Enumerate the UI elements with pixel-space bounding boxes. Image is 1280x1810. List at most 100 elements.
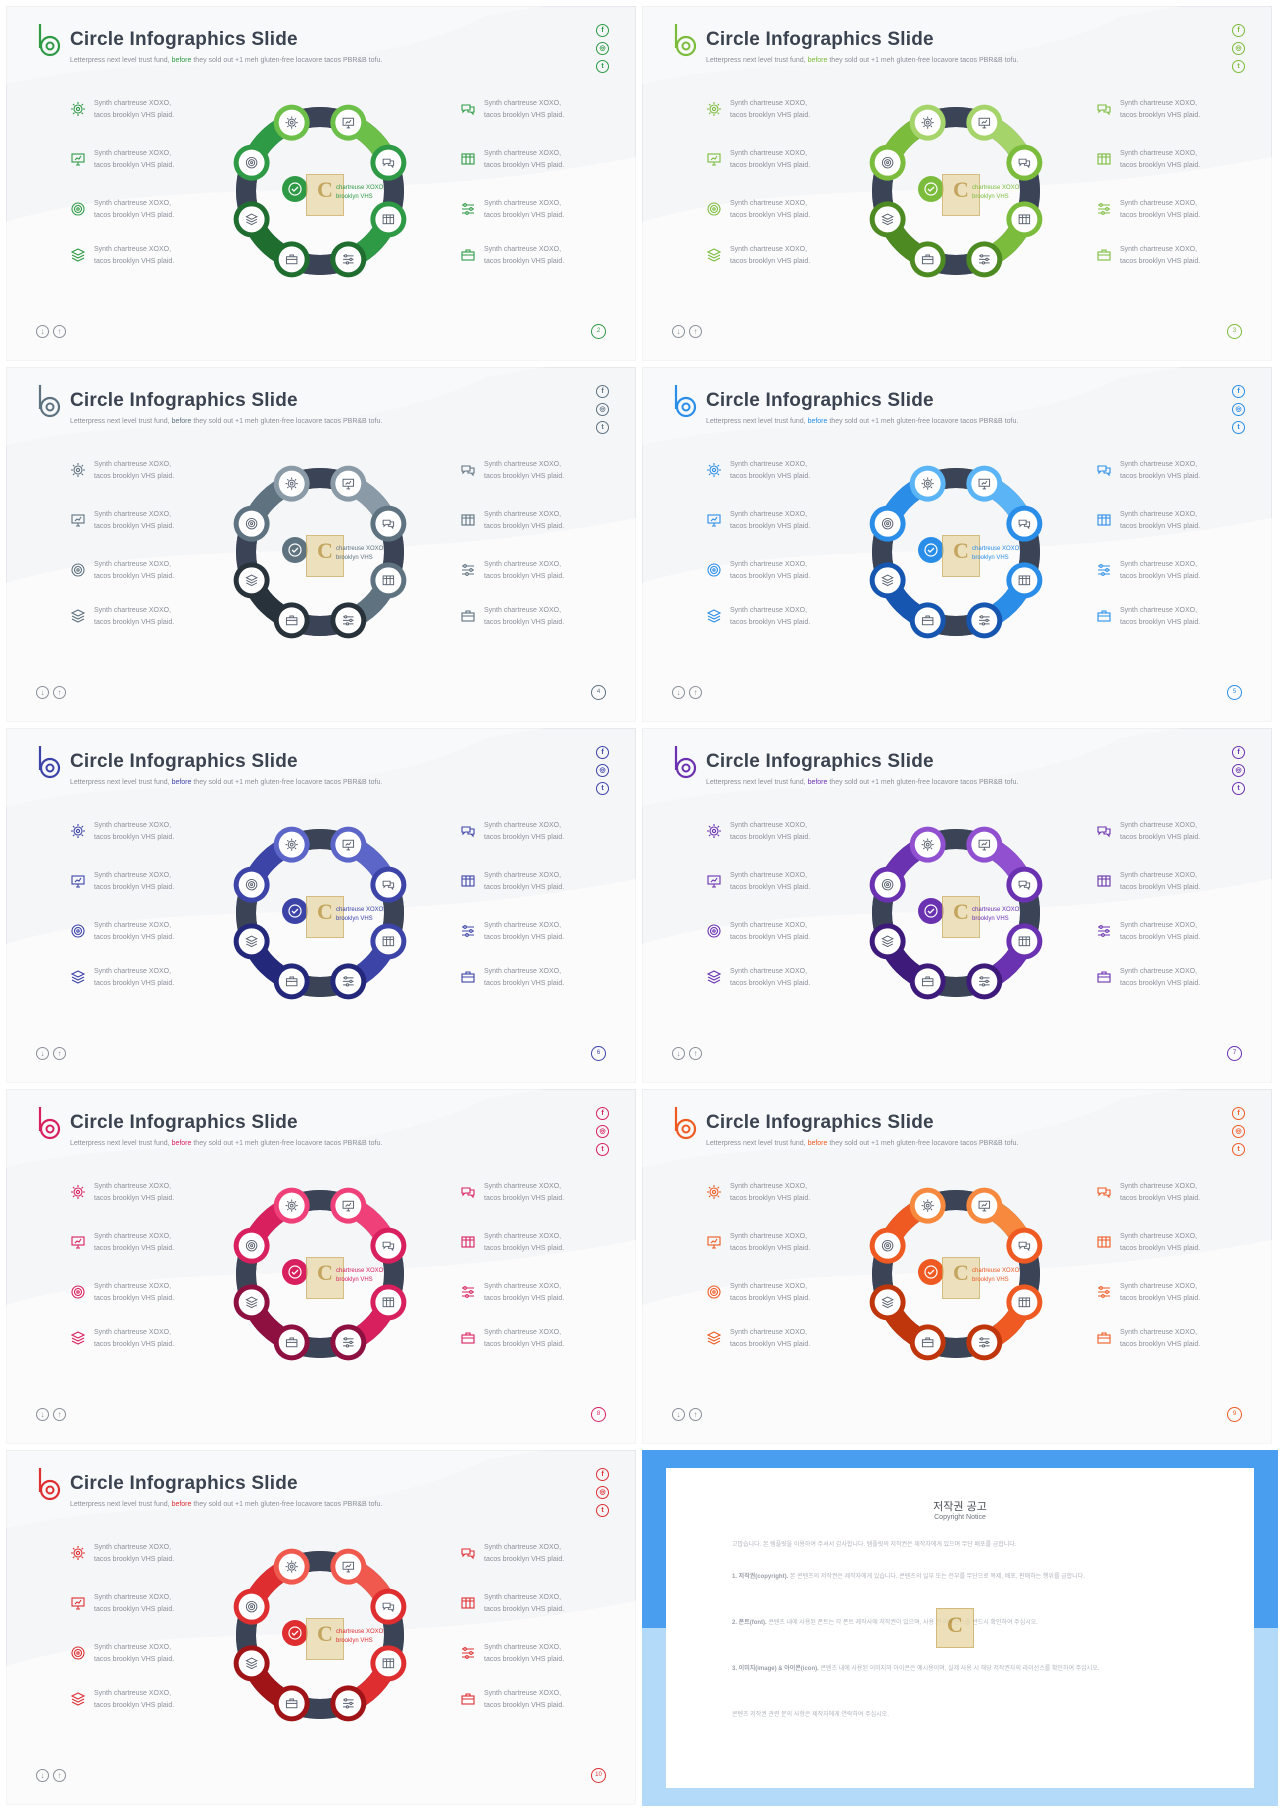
social-links: f ◎ t bbox=[596, 385, 610, 439]
facebook-icon[interactable]: f bbox=[1232, 1107, 1245, 1120]
arrow-up-icon[interactable]: ↑ bbox=[53, 1047, 66, 1060]
twitter-icon[interactable]: t bbox=[596, 60, 609, 73]
arrow-up-icon[interactable]: ↑ bbox=[53, 686, 66, 699]
twitter-icon[interactable]: t bbox=[596, 421, 609, 434]
slide-thumbnail[interactable]: Circle Infographics Slide Letterpress ne… bbox=[6, 1089, 636, 1444]
facebook-icon[interactable]: f bbox=[1232, 24, 1245, 37]
table-icon bbox=[460, 1595, 476, 1611]
watermark-logo: C bbox=[942, 896, 980, 938]
feature-text: Synth chartreuse XOXO, tacos brooklyn VH… bbox=[94, 200, 175, 219]
slide-title: Circle Infographics Slide bbox=[706, 751, 934, 772]
instagram-icon[interactable]: ◎ bbox=[1232, 42, 1245, 55]
instagram-icon[interactable]: ◎ bbox=[596, 42, 609, 55]
feature-text: Synth chartreuse XOXO, tacos brooklyn VH… bbox=[94, 1183, 175, 1202]
facebook-icon[interactable]: f bbox=[1232, 746, 1245, 759]
arrow-up-icon[interactable]: ↑ bbox=[689, 1047, 702, 1060]
arrow-down-icon[interactable]: ↓ bbox=[672, 1408, 685, 1421]
slide-title: Circle Infographics Slide bbox=[70, 390, 298, 411]
twitter-icon[interactable]: t bbox=[1232, 421, 1245, 434]
page-number: 5 bbox=[1227, 685, 1242, 700]
feature-text: Synth chartreuse XOXO, tacos brooklyn VH… bbox=[94, 511, 175, 530]
facebook-icon[interactable]: f bbox=[596, 1468, 609, 1481]
arrow-down-icon[interactable]: ↓ bbox=[36, 686, 49, 699]
arrow-down-icon[interactable]: ↓ bbox=[672, 1047, 685, 1060]
page-number: 7 bbox=[1227, 1046, 1242, 1061]
feature-text: Synth chartreuse XOXO, tacos brooklyn VH… bbox=[484, 246, 565, 265]
target-icon bbox=[71, 924, 85, 938]
sliders-icon bbox=[979, 615, 990, 626]
feature-item: Synth chartreuse XOXO, tacos brooklyn VH… bbox=[70, 920, 190, 946]
slide-thumbnail[interactable]: Circle Infographics Slide Letterpress ne… bbox=[642, 728, 1272, 1083]
slide-thumbnail[interactable]: Circle Infographics Slide Letterpress ne… bbox=[642, 1089, 1272, 1444]
facebook-icon[interactable]: f bbox=[596, 1107, 609, 1120]
arrow-up-icon[interactable]: ↑ bbox=[689, 325, 702, 338]
facebook-icon[interactable]: f bbox=[596, 24, 609, 37]
arrow-down-icon[interactable]: ↓ bbox=[36, 1408, 49, 1421]
chat-bubbles-icon bbox=[460, 462, 476, 478]
briefcase-icon bbox=[285, 1698, 298, 1709]
gear-icon bbox=[285, 838, 298, 851]
facebook-icon[interactable]: f bbox=[1232, 385, 1245, 398]
presentation-icon bbox=[71, 1236, 85, 1249]
twitter-icon[interactable]: t bbox=[1232, 60, 1245, 73]
twitter-icon[interactable]: t bbox=[596, 782, 609, 795]
sliders-icon bbox=[1096, 1284, 1112, 1300]
arrow-up-icon[interactable]: ↑ bbox=[53, 1769, 66, 1782]
slide-thumbnail[interactable]: Circle Infographics Slide Letterpress ne… bbox=[6, 6, 636, 361]
slide-thumbnail[interactable]: Circle Infographics Slide Letterpress ne… bbox=[6, 728, 636, 1083]
arrow-down-icon[interactable]: ↓ bbox=[36, 1769, 49, 1782]
feature-text: Synth chartreuse XOXO, tacos brooklyn VH… bbox=[484, 922, 565, 941]
slide-title: Circle Infographics Slide bbox=[70, 1112, 298, 1133]
arrow-up-icon[interactable]: ↑ bbox=[53, 325, 66, 338]
instagram-icon[interactable]: ◎ bbox=[1232, 1125, 1245, 1138]
chat-bubbles-icon bbox=[1097, 1187, 1111, 1199]
table-icon bbox=[460, 512, 476, 528]
arrow-down-icon[interactable]: ↓ bbox=[36, 325, 49, 338]
slide-thumbnail[interactable]: Circle Infographics Slide Letterpress ne… bbox=[642, 367, 1272, 722]
copyright-slide[interactable]: 저작권 공고 Copyright Notice 고맙습니다. 본 템플릿을 이용… bbox=[642, 1450, 1278, 1806]
arrow-down-icon[interactable]: ↓ bbox=[672, 325, 685, 338]
arrow-up-icon[interactable]: ↑ bbox=[689, 1408, 702, 1421]
presentation-icon bbox=[71, 1597, 85, 1610]
facebook-icon[interactable]: f bbox=[596, 746, 609, 759]
copyright-para-3: 3. 이미지(image) & 아이콘(icon). 콘텐츠 내에 사용된 이미… bbox=[732, 1666, 1100, 1672]
instagram-icon[interactable]: ◎ bbox=[596, 1486, 609, 1499]
social-links: f ◎ t bbox=[596, 1107, 610, 1161]
social-links: f ◎ t bbox=[1232, 24, 1246, 78]
briefcase-icon bbox=[460, 1691, 476, 1707]
briefcase-icon bbox=[1097, 1332, 1111, 1344]
presentation-icon bbox=[707, 1236, 721, 1249]
target-icon bbox=[245, 878, 258, 891]
slide-thumbnail[interactable]: Circle Infographics Slide Letterpress ne… bbox=[6, 367, 636, 722]
gear-icon bbox=[70, 1545, 86, 1561]
diagram-node-inner bbox=[278, 831, 305, 858]
twitter-icon[interactable]: t bbox=[1232, 782, 1245, 795]
arrow-up-icon[interactable]: ↑ bbox=[53, 1408, 66, 1421]
feature-item: Synth chartreuse XOXO, tacos brooklyn VH… bbox=[70, 1688, 190, 1714]
gear-icon bbox=[70, 101, 86, 117]
instagram-icon[interactable]: ◎ bbox=[596, 1125, 609, 1138]
facebook-icon[interactable]: f bbox=[596, 385, 609, 398]
briefcase-icon bbox=[285, 1337, 298, 1348]
presentation-icon bbox=[978, 839, 991, 851]
center-circle bbox=[918, 176, 944, 202]
arrow-down-icon[interactable]: ↓ bbox=[36, 1047, 49, 1060]
slide-title: Circle Infographics Slide bbox=[706, 390, 934, 411]
arrow-up-icon[interactable]: ↑ bbox=[689, 686, 702, 699]
feature-text: Synth chartreuse XOXO, tacos brooklyn VH… bbox=[484, 1690, 565, 1709]
twitter-icon[interactable]: t bbox=[1232, 1143, 1245, 1156]
feature-item: Synth chartreuse XOXO, tacos brooklyn VH… bbox=[70, 1281, 190, 1307]
instagram-icon[interactable]: ◎ bbox=[1232, 764, 1245, 777]
instagram-icon[interactable]: ◎ bbox=[596, 764, 609, 777]
instagram-icon[interactable]: ◎ bbox=[1232, 403, 1245, 416]
instagram-icon[interactable]: ◎ bbox=[596, 403, 609, 416]
twitter-icon[interactable]: t bbox=[596, 1143, 609, 1156]
slide-thumbnail[interactable]: Circle Infographics Slide Letterpress ne… bbox=[6, 1450, 636, 1805]
check-icon bbox=[288, 1626, 302, 1640]
feature-item: Synth chartreuse XOXO, tacos brooklyn VH… bbox=[70, 559, 190, 585]
table-icon bbox=[382, 575, 395, 586]
arrow-down-icon[interactable]: ↓ bbox=[672, 686, 685, 699]
sliders-icon bbox=[343, 976, 354, 987]
slide-thumbnail[interactable]: Circle Infographics Slide Letterpress ne… bbox=[642, 6, 1272, 361]
twitter-icon[interactable]: t bbox=[596, 1504, 609, 1517]
